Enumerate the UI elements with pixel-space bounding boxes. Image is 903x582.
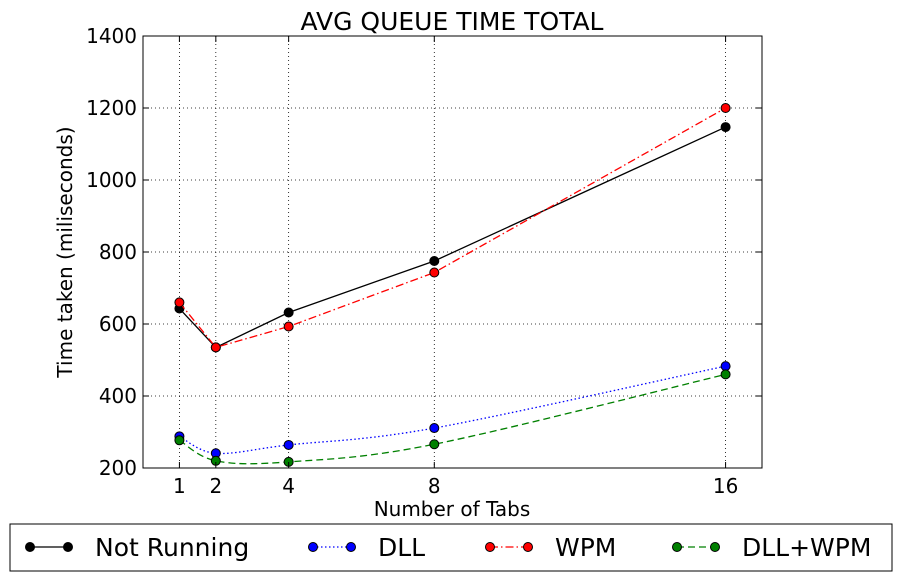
x-tick-label: 4 bbox=[282, 474, 295, 498]
x-tick-label: 16 bbox=[713, 474, 738, 498]
y-tick-label: 600 bbox=[99, 312, 137, 336]
data-point bbox=[210, 342, 221, 353]
legend-marker bbox=[672, 542, 682, 552]
series-dll-wpm bbox=[174, 369, 731, 467]
y-axis-label: Time taken (miliseconds) bbox=[53, 126, 77, 378]
y-tick-label: 400 bbox=[99, 384, 137, 408]
series-wpm bbox=[174, 103, 731, 353]
series-not-running bbox=[174, 122, 731, 353]
data-point bbox=[283, 307, 294, 318]
data-point bbox=[720, 369, 731, 380]
legend-marker bbox=[485, 542, 495, 552]
x-tick-label: 8 bbox=[428, 474, 441, 498]
legend-frame bbox=[9, 523, 893, 572]
axis-ticks: 1 2 4 8 16 200 400 600 800 1000 1200 1400 bbox=[86, 24, 762, 498]
legend-marker bbox=[346, 542, 356, 552]
y-tick-label: 1200 bbox=[86, 96, 137, 120]
legend-entry: Not Running bbox=[25, 533, 249, 562]
legend: Not Running DLL WPM DLL+WPM bbox=[9, 523, 893, 572]
legend-label: DLL+WPM bbox=[742, 533, 871, 562]
legend-marker bbox=[25, 542, 35, 552]
legend-entry: DLL bbox=[308, 533, 425, 562]
data-point bbox=[429, 267, 440, 278]
data-point bbox=[429, 256, 440, 266]
data-point bbox=[720, 103, 731, 113]
x-tick-label: 2 bbox=[209, 474, 222, 498]
legend-marker bbox=[308, 542, 318, 552]
data-point bbox=[429, 439, 440, 450]
data-point bbox=[174, 435, 185, 446]
series-dll bbox=[174, 361, 731, 459]
legend-label: DLL bbox=[378, 533, 425, 562]
plot-series bbox=[174, 103, 731, 467]
data-point bbox=[283, 321, 294, 332]
legend-marker bbox=[523, 542, 533, 552]
legend-entry: WPM bbox=[485, 533, 616, 562]
data-point bbox=[283, 439, 294, 450]
y-tick-label: 800 bbox=[99, 240, 137, 264]
series-line bbox=[179, 373, 726, 465]
legend-label: Not Running bbox=[95, 533, 249, 562]
data-point bbox=[720, 361, 731, 372]
legend-marker bbox=[63, 542, 73, 552]
legend-label: WPM bbox=[555, 533, 616, 562]
y-tick-label: 200 bbox=[99, 456, 137, 480]
data-point bbox=[174, 297, 185, 308]
data-point bbox=[720, 122, 731, 133]
chart-title: AVG QUEUE TIME TOTAL bbox=[300, 7, 603, 36]
legend-entry: DLL+WPM bbox=[672, 533, 871, 562]
series-line bbox=[178, 107, 726, 349]
x-tick-label: 1 bbox=[173, 474, 186, 498]
legend-marker bbox=[710, 542, 720, 552]
y-tick-label: 1000 bbox=[86, 168, 137, 192]
y-tick-label: 1400 bbox=[86, 24, 137, 48]
series-line bbox=[178, 126, 726, 349]
data-point bbox=[429, 423, 440, 434]
x-axis-label: Number of Tabs bbox=[374, 497, 531, 521]
